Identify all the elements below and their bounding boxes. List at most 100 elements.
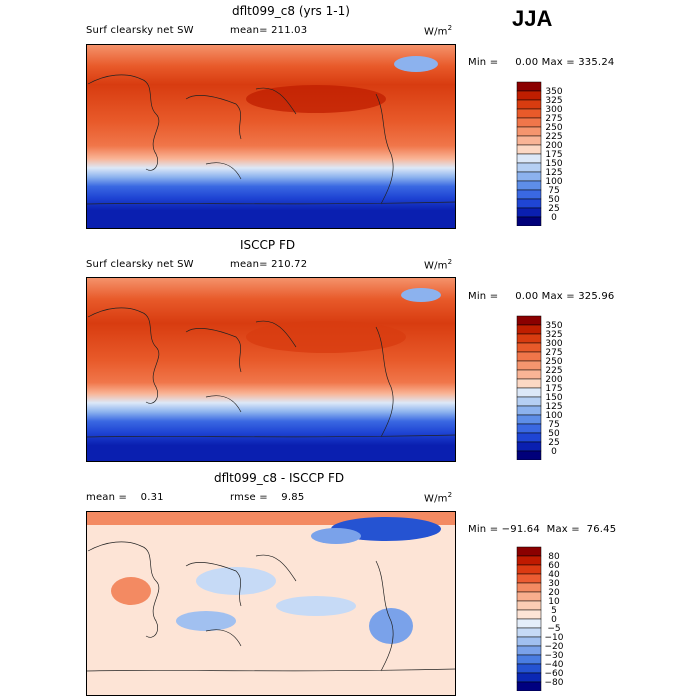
colorbar-tick-label: −5 (547, 624, 560, 634)
colorbar-swatch (516, 555, 542, 566)
colorbar-swatch (516, 450, 542, 460)
colorbar-swatch (516, 99, 542, 110)
colorbar-tick-label: 250 (545, 123, 562, 133)
colorbar-swatch (516, 216, 542, 226)
colorbar-swatch (516, 378, 542, 389)
colorbar-swatch (516, 180, 542, 191)
panel3-units: W/m2 (424, 491, 452, 504)
panel3-pacific-neg (276, 596, 356, 616)
panel3-asia-neg (196, 567, 276, 595)
units-text: W/m (424, 26, 448, 38)
panel3-mean: mean = 0.31 (86, 492, 164, 503)
panel1-pacific-max (246, 85, 386, 113)
panel2-pacific-max (246, 321, 406, 353)
colorbar-swatch (516, 144, 542, 155)
colorbar-tick-label: 175 (545, 150, 562, 160)
colorbar-swatch (516, 81, 542, 92)
colorbar-tick-label: 100 (545, 411, 562, 421)
panel3-samerica-neg (369, 608, 413, 644)
panel1-map (86, 44, 456, 229)
colorbar-swatch (516, 405, 542, 416)
panel2-field-label: Surf clearsky net SW (86, 259, 194, 270)
colorbar-swatch (516, 342, 542, 353)
season-label: JJA (512, 6, 553, 31)
units-sup: 2 (447, 258, 453, 266)
colorbar-swatch (516, 171, 542, 182)
colorbar-tick-label: 350 (545, 321, 562, 331)
colorbar-swatch (516, 90, 542, 101)
colorbar-swatch (516, 618, 542, 629)
panel3-africa-pos (111, 577, 151, 605)
colorbar-swatch (516, 108, 542, 119)
units-text: W/m (424, 493, 448, 505)
panel3-field (86, 511, 456, 696)
colorbar-tick-label: 60 (548, 561, 560, 571)
colorbar-swatch (516, 396, 542, 407)
colorbar-tick-label: −30 (545, 651, 564, 661)
colorbar-tick-label: −10 (545, 633, 564, 643)
colorbar-tick-label: 350 (545, 87, 562, 97)
colorbar-swatch (516, 645, 542, 656)
colorbar-tick-label: 20 (548, 588, 560, 598)
colorbar-swatch (516, 315, 542, 326)
colorbar-swatch (516, 582, 542, 593)
panel2-frame (86, 277, 456, 462)
colorbar-tick-label: 325 (545, 330, 562, 340)
colorbar-swatch (516, 591, 542, 602)
colorbar-swatch (516, 654, 542, 665)
colorbar-swatch (516, 681, 542, 691)
colorbar-swatch (516, 162, 542, 173)
units-sup: 2 (447, 24, 453, 32)
panel2-siberia-low (401, 288, 441, 302)
colorbar-swatch (516, 387, 542, 398)
colorbar-swatch (516, 351, 542, 362)
colorbar-tick-label: 300 (545, 105, 562, 115)
panel2-map (86, 277, 456, 462)
colorbar-tick-label: 225 (545, 132, 562, 142)
colorbar-tick-label: 5 (551, 606, 557, 616)
colorbar-swatch (516, 207, 542, 218)
panel1-units: W/m2 (424, 24, 452, 37)
colorbar-swatch (516, 423, 542, 434)
colorbar-tick-label: 300 (545, 339, 562, 349)
panel2-mean: mean= 210.72 (230, 259, 308, 270)
colorbar-swatch (516, 333, 542, 344)
colorbar-swatch (516, 663, 542, 674)
panel1-title: dflt099_c8 (yrs 1-1) (232, 4, 350, 18)
colorbar-tick-label: 100 (545, 177, 562, 187)
panel2-coastlines (86, 307, 456, 438)
colorbar-swatch (516, 573, 542, 584)
colorbar-swatch (516, 672, 542, 683)
panel3-range: Min = −91.64 Max = 76.45 (468, 524, 617, 535)
colorbar-swatch (516, 135, 542, 146)
panel3-title: dflt099_c8 - ISCCP FD (214, 471, 345, 485)
colorbar-tick-label: 125 (545, 168, 562, 178)
colorbar-tick-label: −40 (545, 660, 564, 670)
panel3-siberia-neg2 (311, 528, 361, 544)
colorbar-swatch (516, 432, 542, 443)
colorbar-tick-label: 50 (548, 195, 560, 205)
colorbar-swatch (516, 414, 542, 425)
colorbar-swatch (516, 117, 542, 128)
colorbar-tick-label: 175 (545, 384, 562, 394)
colorbar-tick-label: 200 (545, 141, 562, 151)
colorbar-tick-label: −60 (545, 669, 564, 679)
colorbar-tick-label: 75 (548, 420, 559, 430)
panel2-field (86, 277, 456, 462)
panel3-coastlines (86, 541, 456, 672)
colorbar-swatch (516, 636, 542, 647)
colorbar-swatch (516, 627, 542, 638)
colorbar-swatch (516, 441, 542, 452)
colorbar-swatch (516, 600, 542, 611)
panel1-coastlines (86, 74, 456, 205)
colorbar-swatch (516, 369, 542, 380)
colorbar-tick-label: 200 (545, 375, 562, 385)
colorbar-tick-label: 275 (545, 348, 562, 358)
colorbar-tick-label: 325 (545, 96, 562, 106)
colorbar-tick-label: −80 (545, 678, 564, 688)
colorbar-tick-label: 225 (545, 366, 562, 376)
panel3-indian-neg (176, 611, 236, 631)
panel1-frame (86, 44, 456, 229)
